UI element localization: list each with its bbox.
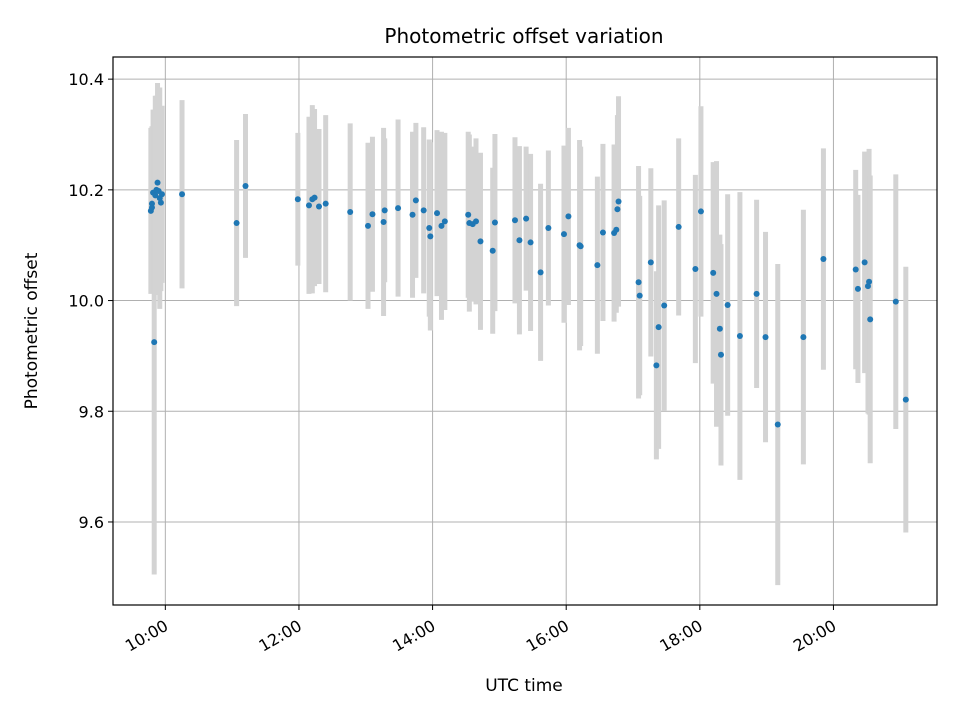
data-point bbox=[613, 226, 620, 233]
data-point bbox=[233, 220, 240, 227]
data-point bbox=[148, 200, 155, 207]
data-point bbox=[902, 396, 909, 403]
chart-title: Photometric offset variation bbox=[384, 24, 663, 48]
data-point bbox=[800, 334, 807, 341]
data-point bbox=[158, 191, 165, 198]
data-point bbox=[713, 290, 720, 297]
data-point bbox=[736, 332, 743, 339]
data-point bbox=[465, 211, 472, 218]
y-axis-ticks: 9.6 9.8 10.0 10.2 10.4 bbox=[68, 70, 113, 532]
data-point bbox=[635, 279, 642, 286]
data-point bbox=[861, 259, 868, 266]
data-point bbox=[560, 231, 567, 238]
data-point bbox=[661, 302, 668, 309]
data-point bbox=[294, 196, 301, 203]
data-point bbox=[179, 191, 186, 198]
data-point bbox=[154, 179, 161, 186]
data-point bbox=[866, 278, 873, 285]
data-point bbox=[716, 325, 723, 332]
data-point bbox=[647, 259, 654, 266]
data-point bbox=[438, 222, 445, 229]
y-axis-title: Photometric offset bbox=[22, 252, 42, 409]
data-point bbox=[420, 207, 427, 214]
data-point bbox=[577, 243, 584, 250]
data-point bbox=[892, 298, 899, 305]
data-point bbox=[697, 208, 704, 215]
data-point bbox=[599, 229, 606, 236]
data-point bbox=[409, 211, 416, 218]
data-point bbox=[867, 316, 874, 323]
data-point bbox=[441, 218, 448, 225]
data-point bbox=[753, 290, 760, 297]
data-point bbox=[489, 247, 496, 254]
data-point bbox=[311, 194, 318, 201]
data-point bbox=[316, 203, 322, 210]
plot-area-frame bbox=[112, 56, 938, 606]
data-point bbox=[427, 233, 434, 240]
data-point bbox=[477, 238, 484, 245]
data-point bbox=[523, 215, 530, 222]
data-point bbox=[774, 421, 781, 428]
data-point bbox=[516, 237, 523, 244]
data-point bbox=[511, 217, 518, 224]
data-point bbox=[653, 362, 660, 369]
data-point bbox=[565, 213, 572, 220]
data-point bbox=[322, 200, 329, 207]
data-point bbox=[305, 202, 312, 209]
data-point bbox=[364, 222, 371, 229]
data-point bbox=[675, 223, 682, 230]
data-point bbox=[545, 225, 552, 232]
data-point bbox=[434, 210, 441, 217]
data-point bbox=[636, 292, 643, 299]
data-point bbox=[412, 197, 419, 204]
data-point bbox=[527, 239, 534, 246]
data-point bbox=[710, 269, 717, 276]
data-point bbox=[152, 192, 159, 199]
data-point bbox=[655, 324, 662, 331]
data-point bbox=[692, 266, 699, 273]
y-tick-label: 9.8 bbox=[79, 402, 104, 421]
data-point bbox=[491, 219, 498, 226]
data-point bbox=[537, 269, 544, 276]
data-point bbox=[347, 208, 354, 215]
y-tick-label: 10.2 bbox=[68, 181, 104, 200]
data-point bbox=[242, 182, 249, 189]
y-tick-label: 10.0 bbox=[68, 292, 104, 311]
y-tick-label: 10.4 bbox=[68, 70, 104, 89]
data-points bbox=[147, 179, 909, 428]
data-point bbox=[762, 334, 769, 341]
data-point bbox=[381, 207, 388, 214]
data-point bbox=[854, 285, 861, 292]
data-point bbox=[473, 218, 480, 225]
data-point bbox=[614, 206, 621, 213]
data-point bbox=[820, 256, 827, 263]
data-point bbox=[615, 198, 622, 205]
data-point bbox=[151, 339, 158, 346]
data-point bbox=[724, 301, 731, 308]
data-point bbox=[594, 262, 601, 269]
x-axis-title: UTC time bbox=[485, 676, 563, 696]
data-point bbox=[380, 218, 387, 225]
data-point bbox=[395, 205, 402, 212]
data-point bbox=[369, 211, 376, 218]
data-point bbox=[852, 266, 859, 273]
data-point bbox=[157, 199, 164, 206]
y-tick-label: 9.6 bbox=[79, 513, 104, 532]
data-point bbox=[426, 225, 433, 232]
data-point bbox=[717, 351, 724, 358]
